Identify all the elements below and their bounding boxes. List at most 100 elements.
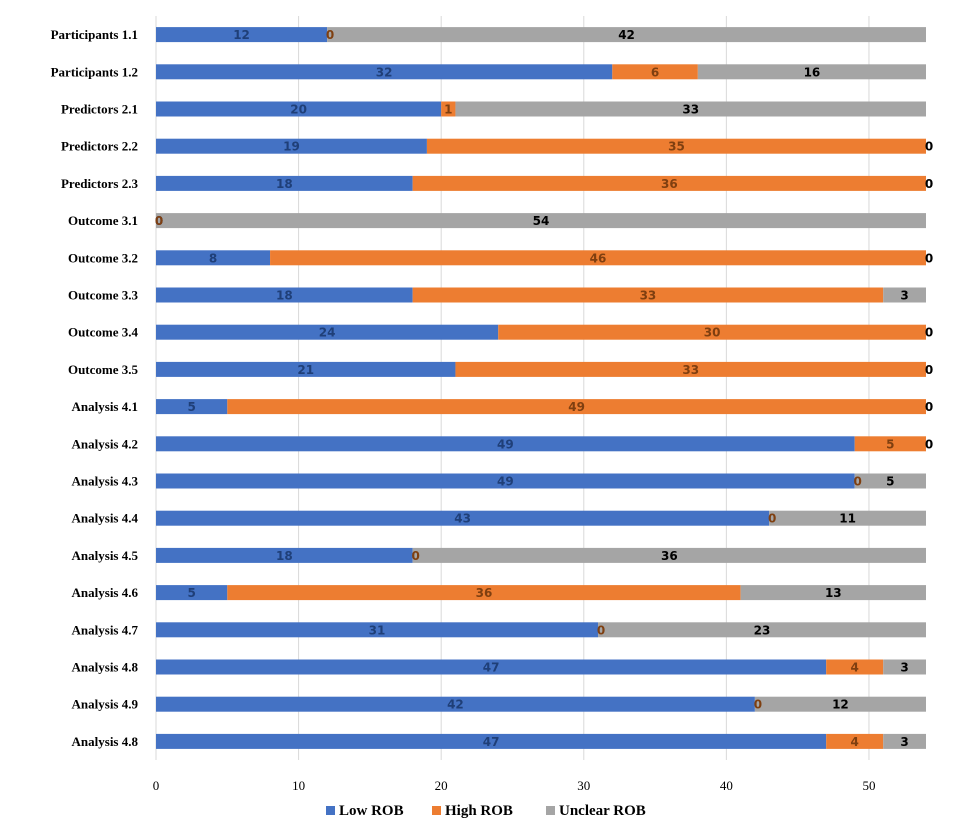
data-label: 35	[668, 140, 685, 154]
bar-segment	[883, 659, 926, 675]
bar-segment	[156, 101, 442, 117]
data-label: 3	[900, 661, 908, 675]
bar-segment	[612, 64, 698, 80]
bar-segment	[156, 585, 228, 601]
data-label: 0	[768, 512, 776, 526]
bar-segment	[598, 622, 926, 638]
x-tick-label: 40	[720, 778, 733, 793]
data-label: 0	[925, 177, 933, 191]
category-label: Participants 1.2	[51, 64, 138, 79]
legend-swatch	[546, 806, 555, 815]
data-label: 11	[839, 512, 856, 526]
data-label: 43	[454, 512, 471, 526]
data-label: 20	[290, 103, 307, 117]
category-label: Predictors 2.1	[61, 102, 138, 117]
data-label: 49	[497, 475, 514, 489]
data-label: 18	[276, 289, 293, 303]
data-label: 47	[483, 661, 500, 675]
category-label: Outcome 3.3	[68, 288, 139, 303]
data-label: 8	[209, 251, 217, 265]
data-label: 0	[925, 326, 933, 340]
bar-segment	[883, 287, 926, 303]
bar-segment	[270, 250, 926, 266]
legend-swatch	[432, 806, 441, 815]
data-label: 1	[444, 103, 452, 117]
bar-segment	[156, 287, 413, 303]
bar-segment	[740, 585, 926, 601]
bar-segment	[498, 324, 926, 340]
bar-segment	[156, 64, 613, 80]
category-label: Outcome 3.2	[68, 250, 138, 265]
data-label: 12	[832, 698, 849, 712]
category-label: Analysis 4.8	[72, 734, 139, 749]
data-label: 36	[661, 177, 678, 191]
bar-segment	[156, 324, 499, 340]
legend-label: Low ROB	[339, 803, 404, 819]
data-label: 12	[233, 28, 250, 42]
value-axis-tick-labels: 0 10 20 30 40 50	[153, 778, 876, 793]
bar-segment	[327, 27, 927, 43]
x-tick-label: 30	[577, 778, 590, 793]
data-label: 36	[476, 586, 493, 600]
bar-segment	[156, 473, 855, 489]
category-label: Predictors 2.3	[61, 176, 139, 191]
data-label: 49	[568, 400, 585, 414]
bar-segment	[426, 138, 926, 154]
data-label: 42	[447, 698, 464, 712]
data-label: 3	[900, 289, 908, 303]
bar-segment	[754, 696, 926, 712]
data-label: 33	[640, 289, 657, 303]
data-label: 0	[155, 214, 163, 228]
bar-segment	[156, 547, 413, 563]
data-label: 18	[276, 549, 293, 563]
bar-segment	[156, 659, 827, 675]
category-label: Analysis 4.2	[72, 436, 138, 451]
data-label: 0	[854, 475, 862, 489]
legend-swatch	[326, 806, 335, 815]
bar-segment	[156, 733, 827, 749]
data-label: 4	[851, 661, 859, 675]
x-tick-label: 50	[862, 778, 875, 793]
legend-label: High ROB	[445, 803, 513, 819]
category-label: Analysis 4.1	[72, 399, 138, 414]
bar-segment	[156, 138, 427, 154]
data-label: 0	[411, 549, 419, 563]
data-label: 5	[886, 437, 894, 451]
bar-segment	[412, 287, 884, 303]
category-label: Predictors 2.2	[61, 139, 138, 154]
bar-segment	[826, 659, 884, 675]
data-label: 0	[597, 623, 605, 637]
bar-segment	[412, 175, 927, 191]
data-label: 47	[483, 735, 500, 749]
data-label: 13	[825, 586, 842, 600]
data-label: 18	[276, 177, 293, 191]
category-label: Analysis 4.6	[72, 585, 139, 600]
data-label: 5	[886, 475, 894, 489]
bar-segment	[769, 510, 926, 526]
bar-segment	[826, 733, 884, 749]
bars	[156, 27, 927, 749]
data-label: 0	[326, 28, 334, 42]
gridlines	[155, 16, 870, 760]
bar-segment	[441, 101, 456, 117]
bar-segment	[156, 250, 271, 266]
bar-segment	[156, 510, 770, 526]
data-label: 0	[925, 140, 933, 154]
data-label: 0	[754, 698, 762, 712]
bar-segment	[156, 622, 599, 638]
data-label: 4	[851, 735, 859, 749]
category-label: Analysis 4.4	[72, 511, 139, 526]
category-label: Analysis 4.3	[72, 474, 139, 489]
bar-segment	[156, 27, 328, 43]
bar-segment	[156, 436, 855, 452]
bar-segment	[854, 473, 926, 489]
data-label: 3	[900, 735, 908, 749]
data-label: 16	[804, 65, 821, 79]
bar-segment	[883, 733, 926, 749]
category-label: Analysis 4.9	[72, 697, 139, 712]
x-tick-label: 0	[153, 778, 160, 793]
data-label: 23	[754, 623, 771, 637]
data-label: 5	[187, 400, 195, 414]
bar-segment	[156, 361, 456, 377]
